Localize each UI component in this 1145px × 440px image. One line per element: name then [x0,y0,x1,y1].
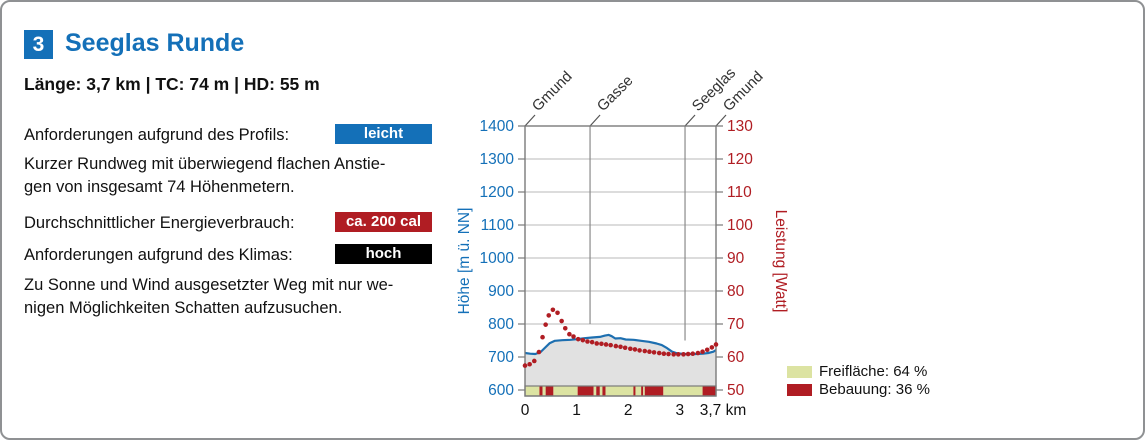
left-axis-tick: 800 [488,316,514,333]
right-axis-tick: 100 [727,217,753,234]
elevation-area [525,334,716,386]
land-use-segment [553,386,578,396]
left-axis-tick: 1200 [480,184,515,201]
right-axis-tick: 130 [727,118,753,135]
land-use-strip [524,385,717,397]
climate-requirement-label: Anforderungen aufgrund des Klimas: [24,246,293,264]
x-axis-tick: 3,7 km [700,402,747,419]
route-number-badge: 3 [24,30,53,59]
profile-requirement-label: Anforderungen aufgrund des Profils: [24,126,290,144]
left-axis-tick: 1300 [480,151,515,168]
land-use-segment [643,386,645,396]
energy-consumption-label: Durchschnittlicher Energieverbrauch: [24,214,295,232]
energy-consumption-badge: ca. 200 cal [335,212,432,232]
plot-frame [524,125,717,397]
land-use-segment [577,386,594,396]
left-axis-tick: 600 [488,382,514,399]
left-axis-title: Höhe [m ü. NN] [456,208,473,315]
land-use-segment [702,386,716,396]
gridlines [525,158,716,358]
x-axis-tick: 3 [676,402,685,419]
right-axis-tick: 70 [727,316,745,333]
land-use-segment [663,386,703,396]
land-use-segment [539,386,543,396]
left-axis-tick: 1000 [480,250,515,267]
x-axis-tick: 1 [572,402,581,419]
legend-swatch [787,366,812,378]
land-use-segment [635,386,642,396]
axes: 6007008009001000110012001300140050607080… [480,118,754,419]
right-axis-tick: 60 [727,349,745,366]
waypoint-label: Gmund [529,68,576,115]
legend-swatch [787,384,812,396]
x-axis-tick: 2 [624,402,633,419]
land-use-segment [596,386,600,396]
land-use-segment [644,386,664,396]
route-stats: Länge: 3,7 km | TC: 74 m | HD: 55 m [24,74,320,94]
right-axis-tick: 50 [727,382,745,399]
elevation-profile-chart: Gmund Gasse Seeglas Gmund 600 700 800 900 1000 11… [442,52,1143,438]
legend-label: Bebauung: 36 % [819,381,930,398]
x-axis-tick: 0 [521,402,530,419]
land-use-segment [602,386,606,396]
land-use-segment [641,386,644,396]
route-title: Seeglas Runde [65,29,245,57]
climate-description: Zu Sonne und Wind ausgesetzter Weg mit n… [24,276,394,317]
left-axis-tick: 1400 [480,118,515,135]
left-axis-tick: 1100 [481,217,515,234]
land-use-segment [542,386,546,396]
land-use-segment [593,386,597,396]
right-axis-title: Leistung [Watt] [772,210,789,313]
right-axis-tick: 90 [727,250,745,267]
waypoint-label: Gasse [594,72,637,115]
legend-label: Freifläche: 64 % [819,363,927,380]
route-description: Kurzer Rundweg mit überwiegend flachen A… [24,155,386,196]
right-axis-tick: 80 [727,283,745,300]
land-use-segment [633,386,636,396]
climate-requirement-badge: hoch [335,244,432,264]
land-use-segment [605,386,634,396]
land-use-segment [545,386,554,396]
right-axis-tick: 120 [727,151,753,168]
right-axis-tick: 110 [727,184,752,201]
chart-canvas: Gmund Gasse SeeglasGmund600700800900100011… [456,64,930,419]
left-axis-tick: 700 [488,349,514,366]
legend: Freifläche: 64 %Bebauung: 36 % [787,363,930,398]
power-series [522,307,719,368]
land-use-segment [599,386,603,396]
left-axis-tick: 900 [488,283,514,300]
profile-requirement-badge: leicht [335,124,432,144]
land-use-segment [525,386,540,396]
elevation-series [524,333,717,386]
